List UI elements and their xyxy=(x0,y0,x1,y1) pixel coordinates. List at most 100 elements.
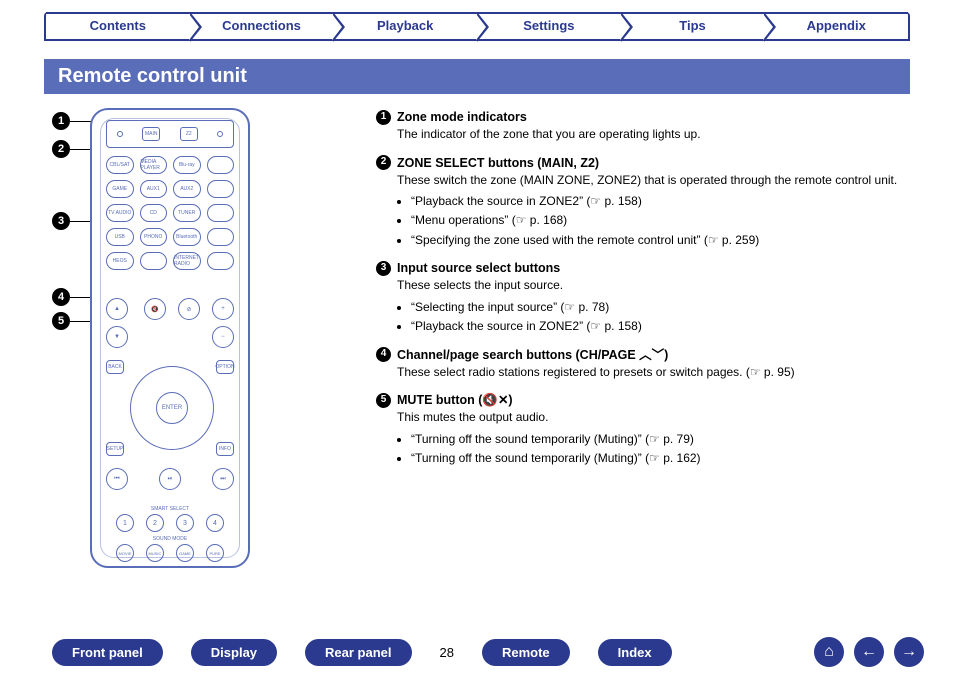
desc-title: MUTE button (🔇✕) xyxy=(397,391,513,409)
desc-badge: 2 xyxy=(376,155,391,170)
remote-input-button: GAME xyxy=(106,180,134,198)
home-icon[interactable]: ⌂ xyxy=(814,637,844,667)
prev-track: ⏮ xyxy=(106,468,128,490)
desc-link[interactable]: “Turning off the sound temporarily (Muti… xyxy=(411,431,902,448)
remote-input-button xyxy=(140,252,168,270)
nav-display[interactable]: Display xyxy=(191,639,277,666)
remote-input-grid: CBL/SAT MEDIA PLAYER Blu-ray GAME AUX1 A… xyxy=(106,156,234,270)
next-page-icon[interactable]: → xyxy=(894,637,924,667)
desc-link[interactable]: “Turning off the sound temporarily (Muti… xyxy=(411,450,902,467)
prev-page-icon[interactable]: ← xyxy=(854,637,884,667)
description-list: 1 Zone mode indicators The indicator of … xyxy=(376,108,902,568)
sound-mode-row: MOVIE MUSIC GAME PURE xyxy=(116,544,224,562)
eco-button: ⊘ xyxy=(178,298,200,320)
desc-title: Zone mode indicators xyxy=(397,108,527,126)
desc-body: This mutes the output audio. xyxy=(397,409,902,426)
callout-column: 1 2 3 4 5 xyxy=(52,108,80,568)
desc-badge: 4 xyxy=(376,347,391,362)
mode-music: MUSIC xyxy=(146,544,164,562)
tab-contents[interactable]: Contents xyxy=(46,12,190,39)
remote-input-button: TUNER xyxy=(173,204,201,222)
tab-appendix[interactable]: Appendix xyxy=(764,12,908,39)
desc-link[interactable]: “Selecting the input source” (☞ p. 78) xyxy=(411,299,902,316)
remote-input-button xyxy=(207,156,235,174)
desc-body: These switch the zone (MAIN ZONE, ZONE2)… xyxy=(397,172,902,189)
mode-pure: PURE xyxy=(206,544,224,562)
nav-remote[interactable]: Remote xyxy=(482,639,570,666)
callout-badge-2: 2 xyxy=(52,140,70,158)
desc-body: These selects the input source. xyxy=(397,277,902,294)
desc-badge: 3 xyxy=(376,261,391,276)
tab-tips[interactable]: Tips xyxy=(621,12,765,39)
option-button: OPTION xyxy=(216,360,234,374)
smart-select-row: 1 2 3 4 xyxy=(116,514,224,532)
desc-link[interactable]: “Menu operations” (☞ p. 168) xyxy=(411,212,902,229)
power-led xyxy=(217,131,223,137)
desc-item-5: 5 MUTE button (🔇✕) This mutes the output… xyxy=(376,391,902,467)
remote-input-button: MEDIA PLAYER xyxy=(140,156,168,174)
remote-input-button: PHONO xyxy=(140,228,168,246)
remote-dpad: ENTER xyxy=(130,366,214,450)
desc-item-3: 3 Input source select buttons These sele… xyxy=(376,259,902,335)
remote-input-button: HEOS xyxy=(106,252,134,270)
remote-input-button xyxy=(207,204,235,222)
bottom-nav: Front panel Display Rear panel 28 Remote… xyxy=(52,637,924,667)
remote-mid-controls: ▲ ▼ 🔇 ⊘ + − xyxy=(106,298,234,358)
desc-link[interactable]: “Playback the source in ZONE2” (☞ p. 158… xyxy=(411,318,902,335)
remote-input-button xyxy=(207,252,235,270)
callout-badge-4: 4 xyxy=(52,288,70,306)
callout-badge-1: 1 xyxy=(52,112,70,130)
smart-1: 1 xyxy=(116,514,134,532)
desc-title: Channel/page search buttons (CH/PAGE ︿﹀) xyxy=(397,346,668,364)
main-content: 1 2 3 4 5 MAIN Z2 CBL/SAT MEDIA PLAYER B… xyxy=(52,108,902,568)
zone-z2-button: Z2 xyxy=(180,127,198,141)
zone-led xyxy=(117,131,123,137)
info-button: INFO xyxy=(216,442,234,456)
remote-input-button: CBL/SAT xyxy=(106,156,134,174)
sound-mode-label: SOUND MODE xyxy=(92,536,248,542)
remote-figure: 1 2 3 4 5 MAIN Z2 CBL/SAT MEDIA PLAYER B… xyxy=(52,108,352,568)
remote-input-button: AUX1 xyxy=(140,180,168,198)
desc-link[interactable]: “Specifying the zone used with the remot… xyxy=(411,232,902,249)
vol-down: − xyxy=(212,326,234,348)
nav-index[interactable]: Index xyxy=(598,639,672,666)
play-pause: ⏯ xyxy=(159,468,181,490)
ch-page-up: ▲ xyxy=(106,298,128,320)
smart-3: 3 xyxy=(176,514,194,532)
back-button: BACK xyxy=(106,360,124,374)
remote-input-button xyxy=(207,180,235,198)
mode-movie: MOVIE xyxy=(116,544,134,562)
page-number: 28 xyxy=(440,645,454,660)
smart-4: 4 xyxy=(206,514,224,532)
remote-input-button: USB xyxy=(106,228,134,246)
desc-link[interactable]: “Playback the source in ZONE2” (☞ p. 158… xyxy=(411,193,902,210)
smart-2: 2 xyxy=(146,514,164,532)
desc-badge: 1 xyxy=(376,110,391,125)
callout-badge-3: 3 xyxy=(52,212,70,230)
desc-body: The indicator of the zone that you are o… xyxy=(397,126,902,143)
section-title: Remote control unit xyxy=(44,59,910,94)
top-tab-bar: Contents Connections Playback Settings T… xyxy=(44,12,910,41)
ch-page-down: ▼ xyxy=(106,326,128,348)
mode-game: GAME xyxy=(176,544,194,562)
remote-input-button: AUX2 xyxy=(173,180,201,198)
desc-body: These select radio stations registered t… xyxy=(397,364,902,381)
next-track: ⏭ xyxy=(212,468,234,490)
tab-playback[interactable]: Playback xyxy=(333,12,477,39)
setup-button: SETUP xyxy=(106,442,124,456)
remote-input-button: TV AUDIO xyxy=(106,204,134,222)
remote-input-button: Bluetooth xyxy=(173,228,201,246)
remote-input-button xyxy=(207,228,235,246)
desc-badge: 5 xyxy=(376,393,391,408)
tab-connections[interactable]: Connections xyxy=(190,12,334,39)
vol-up: + xyxy=(212,298,234,320)
desc-title: Input source select buttons xyxy=(397,259,560,277)
desc-item-2: 2 ZONE SELECT buttons (MAIN, Z2) These s… xyxy=(376,154,902,250)
tab-settings[interactable]: Settings xyxy=(477,12,621,39)
nav-rear-panel[interactable]: Rear panel xyxy=(305,639,411,666)
smart-select-label: SMART SELECT xyxy=(92,506,248,512)
remote-transport-row: ⏮ ⏯ ⏭ xyxy=(106,468,234,490)
remote-illustration: MAIN Z2 CBL/SAT MEDIA PLAYER Blu-ray GAM… xyxy=(90,108,250,568)
nav-front-panel[interactable]: Front panel xyxy=(52,639,163,666)
mute-button: 🔇 xyxy=(144,298,166,320)
